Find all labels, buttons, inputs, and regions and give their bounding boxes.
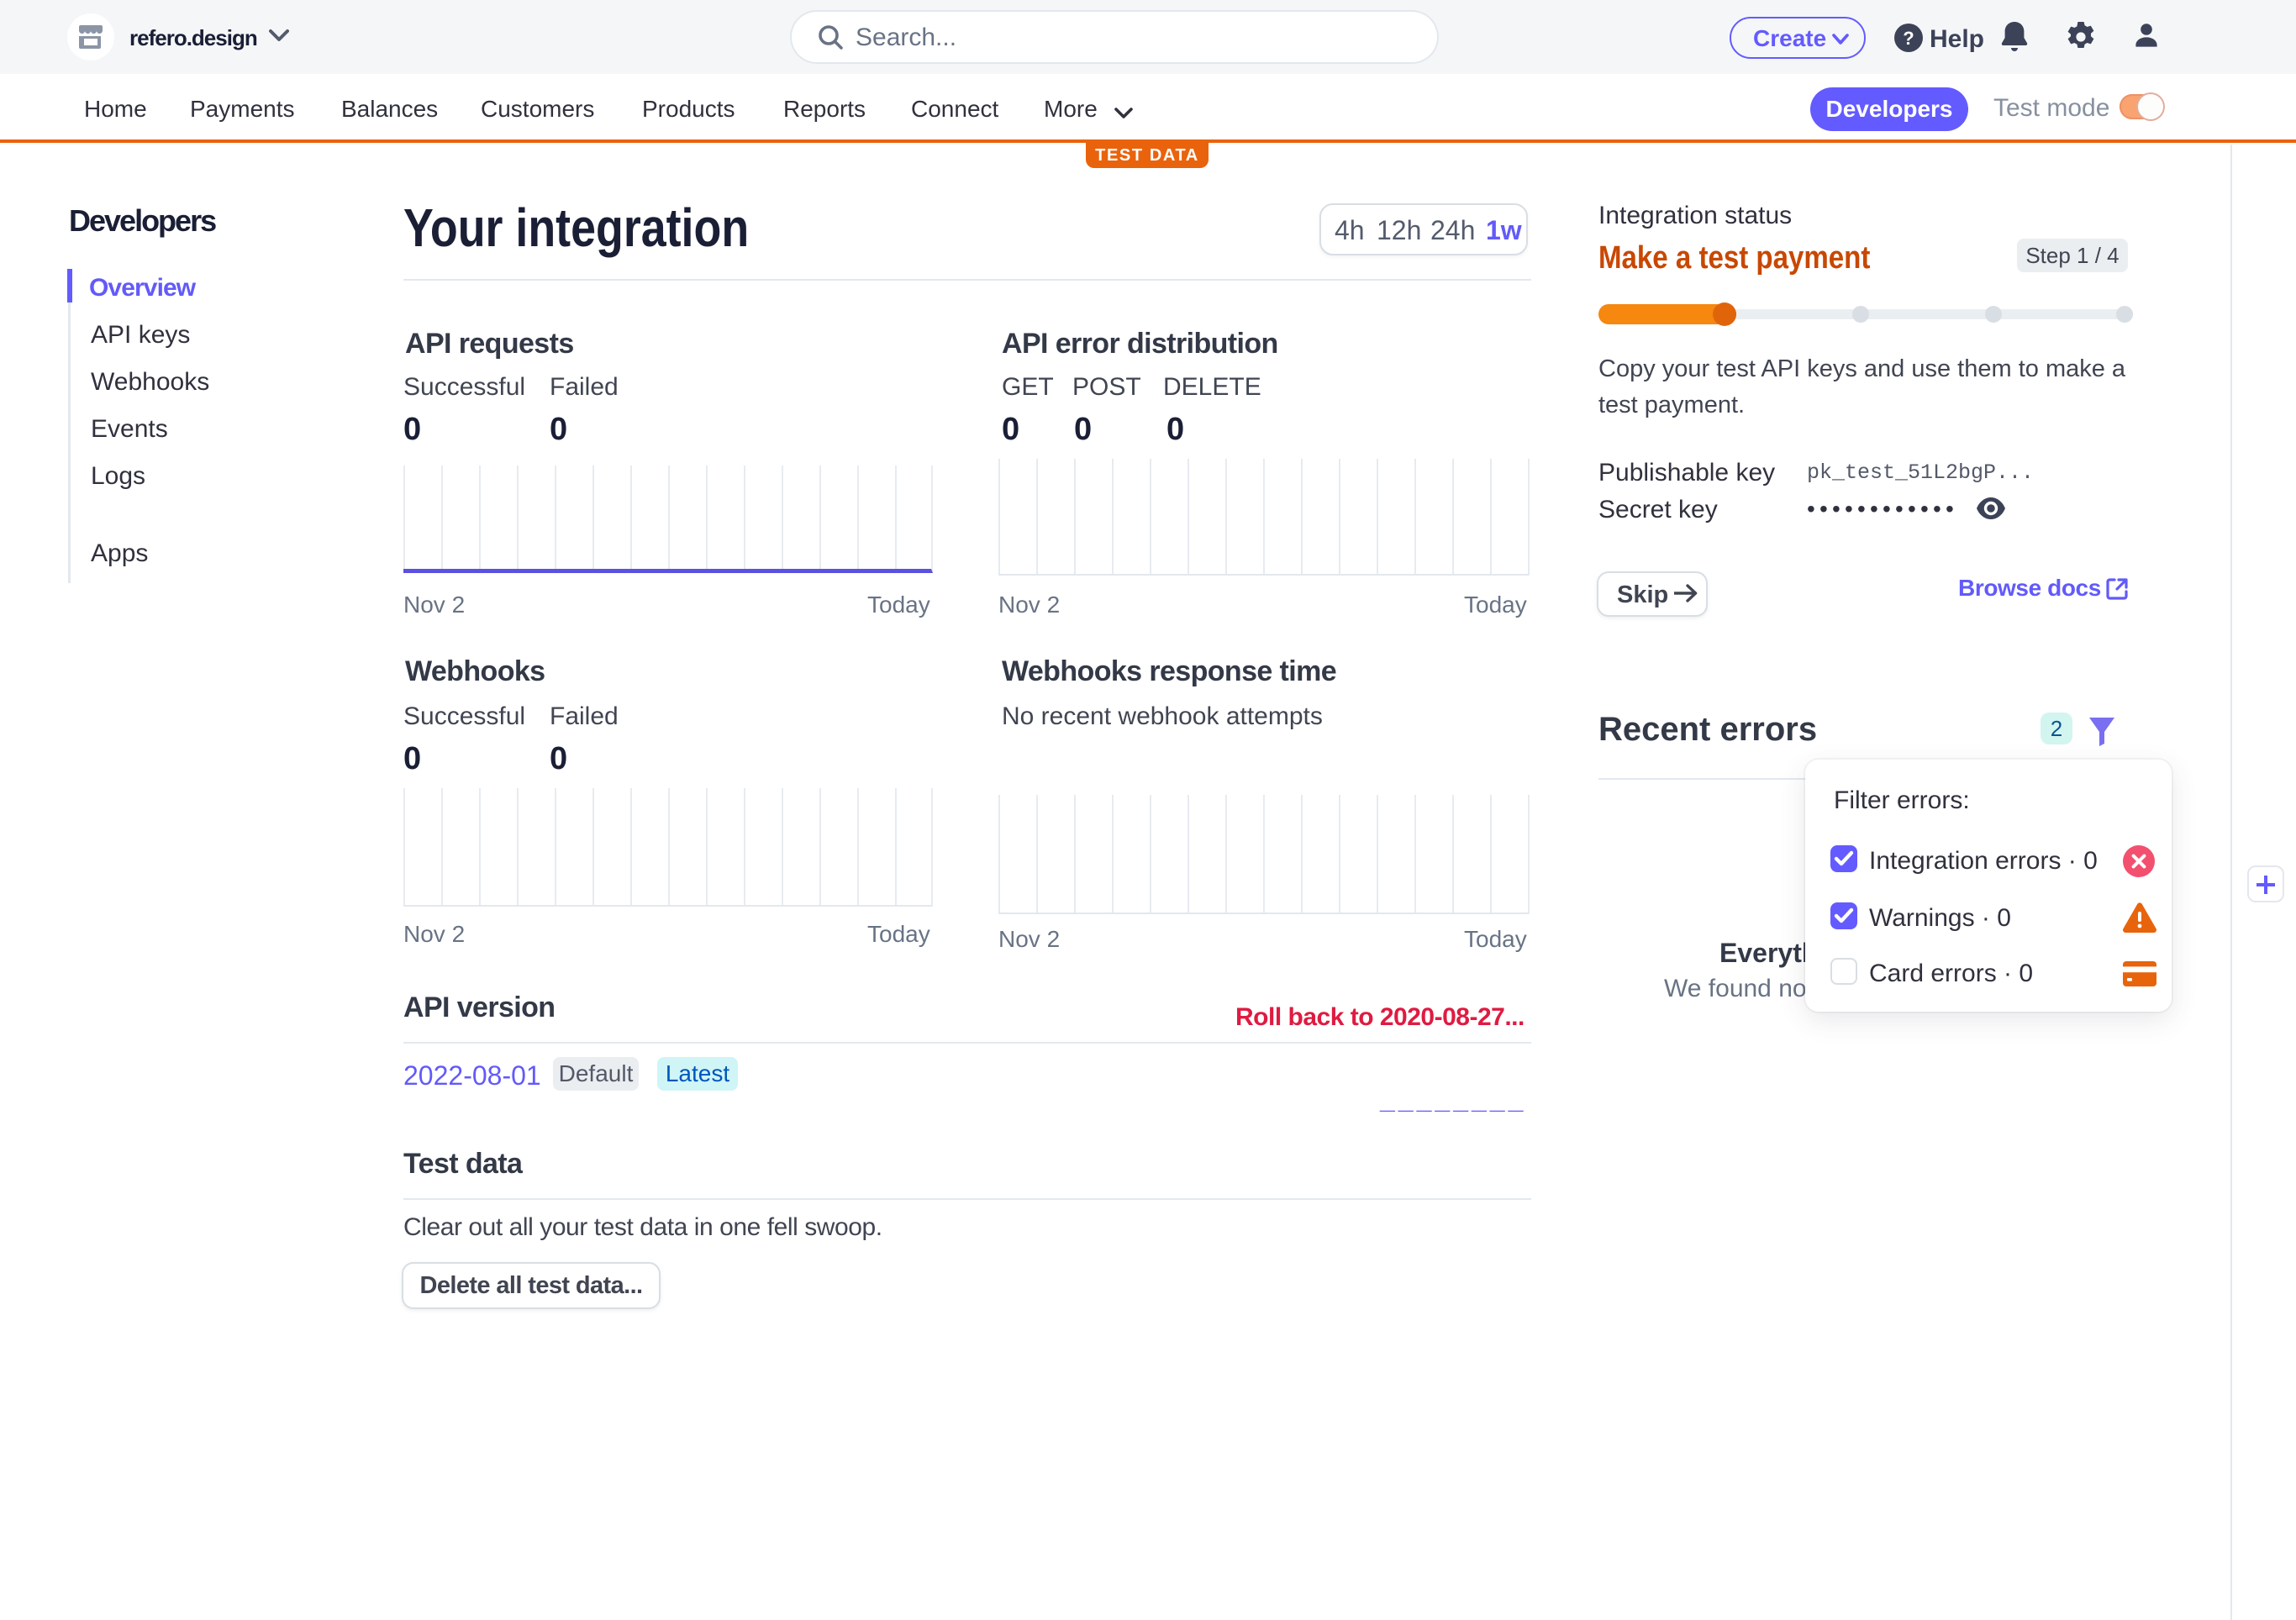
svg-text:?: ?	[1903, 28, 1914, 49]
